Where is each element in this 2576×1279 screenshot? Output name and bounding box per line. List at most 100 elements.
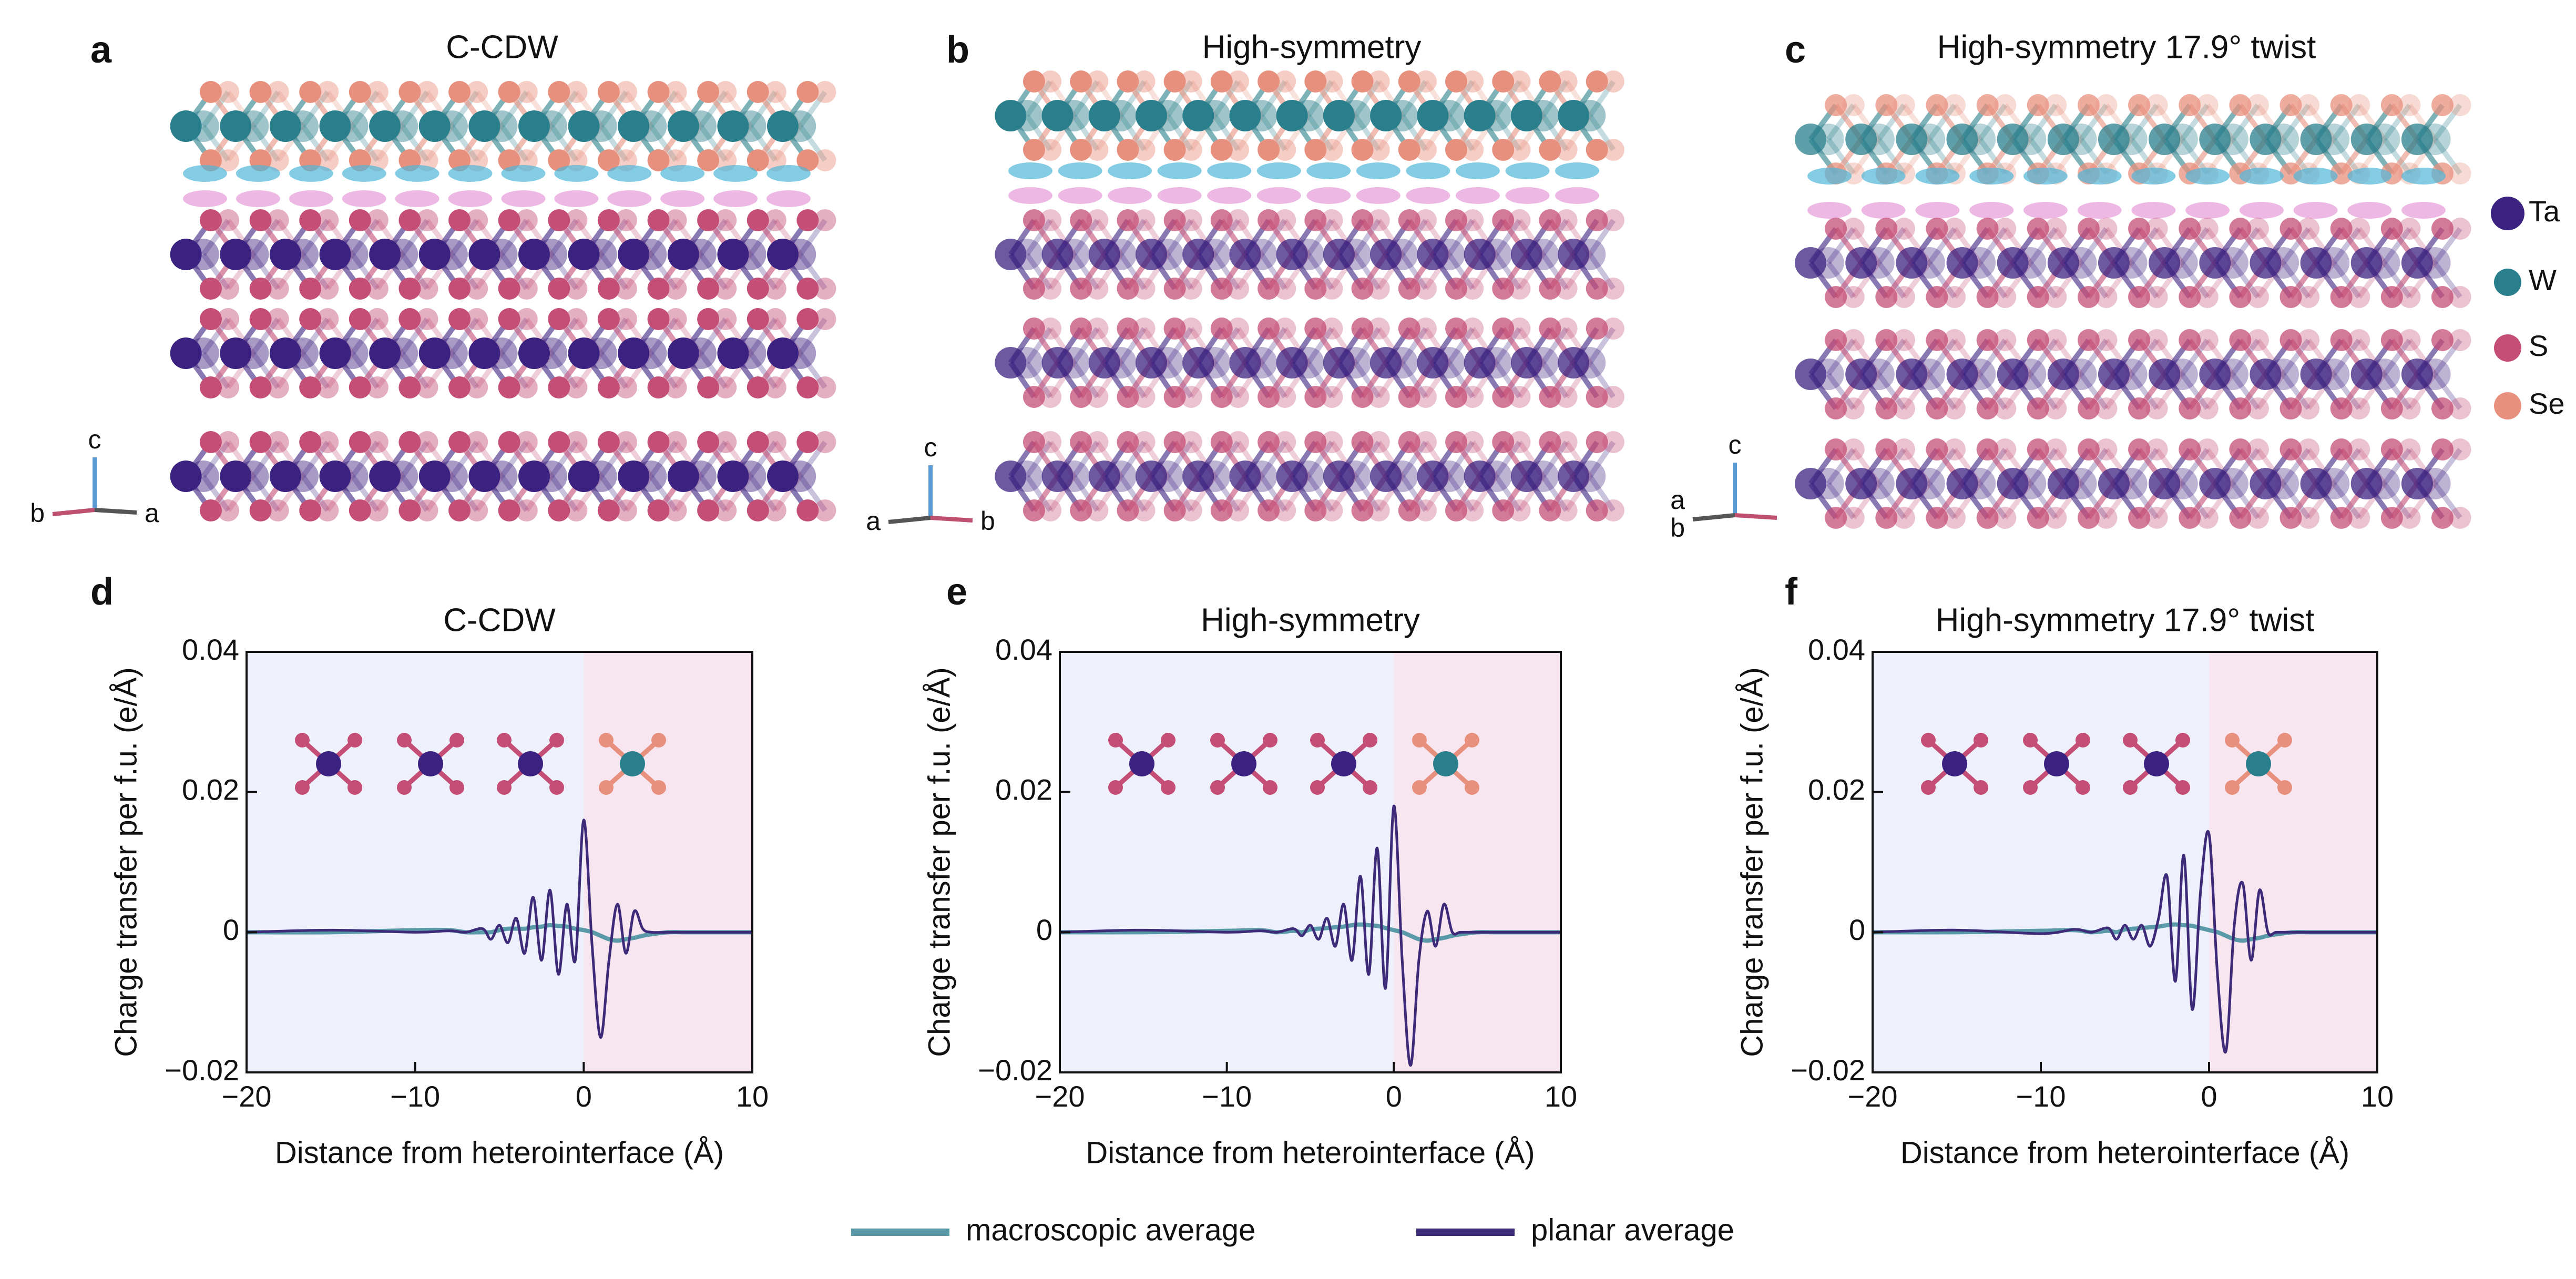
chalcogen-atom — [814, 376, 836, 398]
metal-atom — [2401, 124, 2433, 155]
inset-atom — [295, 733, 310, 748]
chalcogen-atom — [1039, 278, 1062, 300]
bond — [1212, 114, 1241, 151]
bond — [1826, 261, 1856, 299]
bond — [1876, 104, 1906, 141]
inset-atom — [1263, 733, 1277, 748]
chalcogen-atom — [1415, 139, 1437, 161]
bond — [400, 441, 430, 478]
chalcogen-atom — [416, 209, 438, 231]
bond — [2230, 448, 2261, 485]
bond — [748, 125, 778, 162]
inset-atom — [2076, 780, 2090, 795]
bond — [1025, 114, 1053, 151]
axis-arrow — [888, 516, 931, 524]
chalcogen-atom — [665, 308, 687, 330]
chalcogen-atom — [2145, 329, 2168, 351]
bond — [2230, 261, 2261, 299]
bond — [2432, 373, 2462, 410]
chalcogen-atom — [764, 431, 786, 453]
bond — [201, 125, 231, 162]
metal-atom — [220, 337, 252, 369]
chalcogen-atom — [1227, 431, 1250, 453]
bond — [1876, 227, 1906, 264]
region-shading — [2209, 652, 2377, 1072]
charge-density — [2131, 202, 2176, 219]
chalcogen-atom — [2348, 507, 2370, 529]
chalcogen-atom — [1602, 499, 1624, 521]
bond — [300, 475, 330, 512]
chalcogen-atom — [2398, 397, 2421, 419]
bond — [549, 219, 579, 256]
chalcogen-atom — [1367, 386, 1390, 408]
bond — [1166, 253, 1193, 290]
bond — [2281, 227, 2311, 264]
plot-frame — [1872, 651, 2378, 1073]
metal-atom — [767, 239, 799, 270]
metal-atom — [1795, 124, 1827, 155]
chalcogen-atom — [1508, 431, 1531, 453]
charge-density — [1915, 168, 1960, 185]
charge-density — [2401, 168, 2446, 185]
bond — [748, 475, 778, 512]
metal-atom — [1896, 359, 1928, 390]
inset-atom — [2044, 751, 2069, 776]
bond — [1306, 253, 1334, 290]
charge-density — [2023, 168, 2068, 185]
bond — [1166, 475, 1193, 512]
bond — [549, 352, 579, 389]
metal-atom — [1276, 100, 1308, 131]
charge-density — [236, 165, 280, 182]
bond — [1071, 475, 1100, 512]
bond — [499, 90, 529, 128]
chalcogen-atom — [2348, 286, 2370, 308]
bond — [599, 441, 629, 478]
chalcogen-atom — [2045, 94, 2067, 116]
bond — [1978, 261, 2008, 299]
chalcogen-atom — [1508, 499, 1531, 521]
chalcogen-atom — [1994, 94, 2017, 116]
chalcogen-atom — [2297, 438, 2320, 461]
chalcogen-atom — [814, 308, 836, 330]
metal-atom — [468, 337, 500, 369]
chalcogen-atom — [1227, 499, 1250, 521]
metal-atom — [1088, 461, 1120, 492]
bond — [400, 475, 430, 512]
crystal-structure — [995, 70, 1624, 521]
bond — [798, 318, 827, 355]
metal-atom — [1088, 100, 1120, 131]
charge-density — [501, 190, 546, 207]
metal-atom — [2199, 359, 2231, 390]
bond — [350, 253, 380, 290]
chalcogen-atom — [1842, 218, 1865, 240]
y-tick-label: 0 — [1036, 913, 1052, 946]
inset-atom — [2076, 733, 2090, 748]
bond — [251, 352, 280, 389]
chalcogen-atom — [2431, 438, 2454, 461]
bond — [2028, 339, 2058, 376]
chalcogen-atom — [267, 499, 289, 521]
metal-atom — [667, 110, 699, 142]
chalcogen-atom — [2431, 218, 2454, 240]
chalcogen-atom — [1893, 507, 1915, 529]
chalcogen-atom — [1086, 499, 1109, 521]
metal-atom — [468, 461, 500, 492]
chalcogen-atom — [2348, 94, 2370, 116]
y-tick-label: 0.04 — [182, 633, 239, 666]
chalcogen-atom — [1508, 209, 1531, 231]
bond — [449, 318, 479, 355]
chalcogen-atom — [796, 308, 819, 330]
chalcogen-atom — [1893, 438, 1915, 461]
inset-atom — [397, 780, 412, 795]
chalcogen-atom — [316, 499, 339, 521]
bond — [1826, 138, 1856, 175]
region-shading — [1060, 652, 1394, 1072]
bond — [2180, 227, 2210, 264]
bond — [1447, 114, 1475, 151]
bond — [350, 125, 380, 162]
chalcogen-atom — [2398, 286, 2421, 308]
bond — [2382, 227, 2412, 264]
metal-atom — [1136, 461, 1167, 492]
panel-title: C-CDW — [446, 29, 558, 65]
metal-atom — [518, 239, 550, 270]
